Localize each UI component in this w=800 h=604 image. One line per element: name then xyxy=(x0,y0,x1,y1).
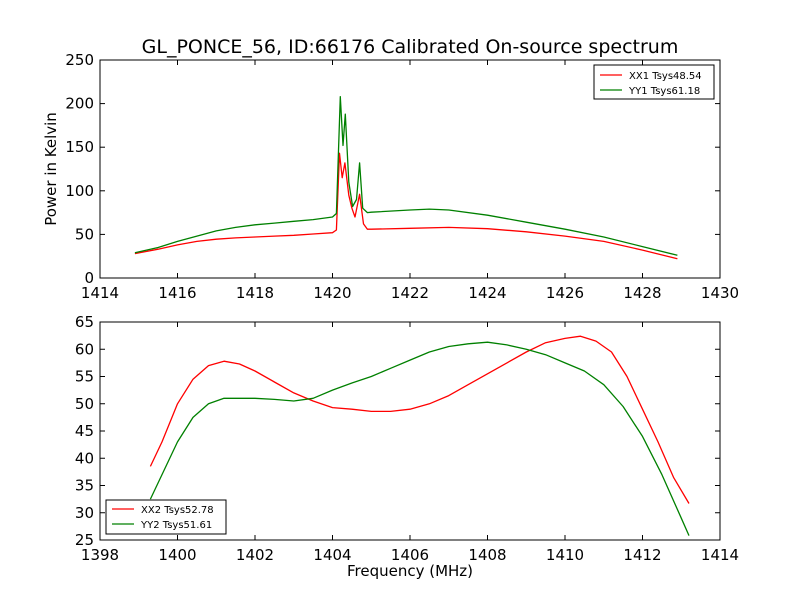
chart-title: GL_PONCE_56, ID:66176 Calibrated On-sour… xyxy=(142,36,679,58)
legend-label-xx1: XX1 Tsys48.54 xyxy=(629,71,702,82)
top-series-line-1 xyxy=(134,95,678,256)
bottom-xtick-label: 1414 xyxy=(701,546,739,564)
top-series-line-0 xyxy=(134,152,678,260)
bottom-series-line-0 xyxy=(149,335,690,504)
bottom-xtick-label: 1408 xyxy=(468,546,506,564)
top-xtick-label: 1430 xyxy=(701,284,739,302)
panel-bottom-ticks: 1398 1400 1402 1404 1406 1408 1410 1412 1414 25 30… xyxy=(75,313,739,564)
bottom-ytick-label: 45 xyxy=(75,422,94,440)
bottom-xtick-label: 1402 xyxy=(236,546,274,564)
top-xtick-label: 1424 xyxy=(468,284,506,302)
bottom-ytick-label: 55 xyxy=(75,368,94,386)
bottom-ytick-label: 40 xyxy=(75,449,94,467)
bottom-xtick-label: 1400 xyxy=(158,546,196,564)
bottom-ytick-label: 50 xyxy=(75,395,94,413)
top-xtick-label: 1428 xyxy=(623,284,661,302)
top-ytick-label: 0 xyxy=(84,269,94,287)
top-xtick-label: 1420 xyxy=(313,284,351,302)
top-xtick-label: 1416 xyxy=(158,284,196,302)
top-ytick-label: 250 xyxy=(65,51,94,69)
top-ytick-label: 200 xyxy=(65,95,94,113)
legend-label-yy1: YY1 Tsys61.18 xyxy=(628,86,700,97)
legend-label-xx2: XX2 Tsys52.78 xyxy=(141,505,214,516)
bottom-ytick-label: 35 xyxy=(75,477,94,495)
panel-top-legend: XX1 Tsys48.54 YY1 Tsys61.18 xyxy=(593,64,715,100)
top-xtick-label: 1414 xyxy=(81,284,119,302)
bottom-xtick-label: 1398 xyxy=(81,546,119,564)
top-xtick-label: 1426 xyxy=(546,284,584,302)
bottom-xtick-label: 1410 xyxy=(546,546,584,564)
bottom-ytick-label: 60 xyxy=(75,340,94,358)
top-ytick-label: 50 xyxy=(75,225,94,243)
bottom-ytick-label: 65 xyxy=(75,313,94,331)
top-xtick-label: 1422 xyxy=(391,284,429,302)
panel-bottom: 1398 1400 1402 1404 1406 1408 1410 1412 1414 25 30… xyxy=(75,313,739,580)
bottom-xtick-label: 1406 xyxy=(391,546,429,564)
legend-box xyxy=(105,499,227,535)
legend-box xyxy=(593,64,715,100)
panel-top-ylabel: Power in Kelvin xyxy=(42,112,60,226)
panel-top-ticks: 1414 1416 1418 1420 1422 1424 1426 1428 1430 0 50 1… xyxy=(65,51,739,302)
bottom-xtick-label: 1404 xyxy=(313,546,351,564)
legend-label-yy2: YY2 Tsys51.61 xyxy=(140,520,212,531)
panel-bottom-legend: XX2 Tsys52.78 YY2 Tsys51.61 xyxy=(105,499,227,535)
top-ytick-label: 150 xyxy=(65,138,94,156)
panel-bottom-xlabel: Frequency (MHz) xyxy=(347,562,473,580)
panel-bottom-series xyxy=(149,335,690,536)
top-ytick-label: 100 xyxy=(65,182,94,200)
bottom-xtick-label: 1412 xyxy=(623,546,661,564)
panel-top: 1414 1416 1418 1420 1422 1424 1426 1428 1430 0 50 1… xyxy=(42,51,739,302)
bottom-ytick-label: 30 xyxy=(75,504,94,522)
panel-top-series xyxy=(134,95,678,260)
top-xtick-label: 1418 xyxy=(236,284,274,302)
bottom-series-line-1 xyxy=(149,341,690,536)
bottom-ytick-label: 25 xyxy=(75,531,94,549)
